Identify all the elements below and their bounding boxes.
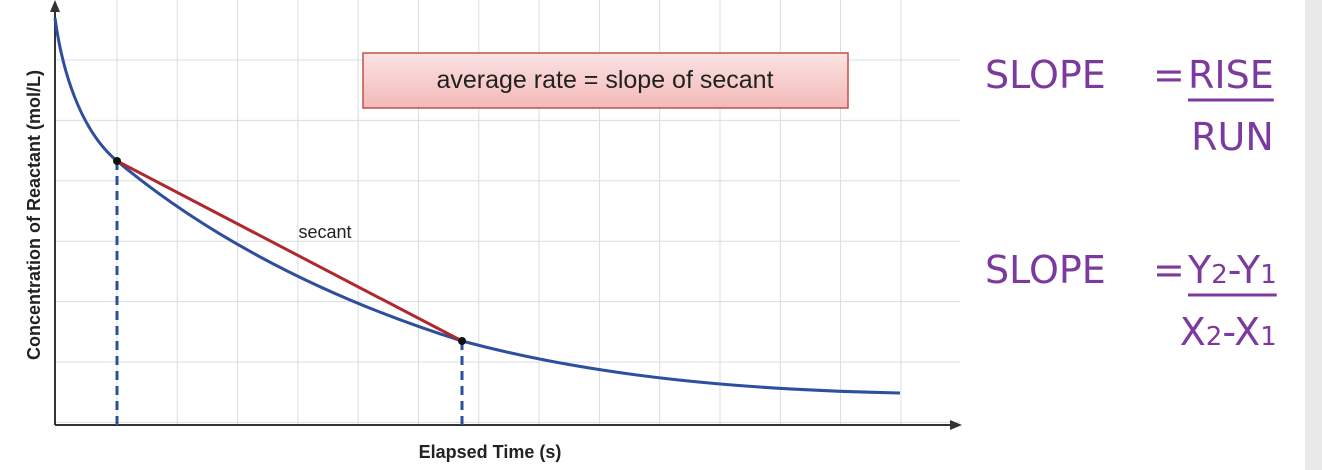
y-arrow [50, 0, 60, 12]
secant-label: secant [298, 222, 351, 242]
point [458, 337, 466, 345]
annotation-box [362, 52, 849, 109]
secant-line [116, 159, 463, 343]
side-bar [1305, 0, 1322, 470]
point [113, 157, 121, 165]
formula-left: SLOPE [985, 53, 1106, 97]
formula-denominator: X2-X1 [1180, 310, 1277, 354]
x-arrow [950, 420, 962, 430]
y-axis-label: Concentration of Reactant (mol/L) [24, 70, 44, 360]
concentration-curve [53, 17, 901, 395]
annotation-text: average rate = slope of secant [436, 66, 773, 94]
formula-numerator: RISE [1188, 53, 1274, 97]
formula-equals: = [1153, 53, 1185, 97]
formula-denominator: RUN [1191, 115, 1274, 159]
formula-numerator: Y2-Y1 [1187, 248, 1277, 292]
x-axis-label: Elapsed Time (s) [419, 442, 562, 462]
formula-left: SLOPE [985, 248, 1106, 292]
formula-equals: = [1153, 248, 1185, 292]
